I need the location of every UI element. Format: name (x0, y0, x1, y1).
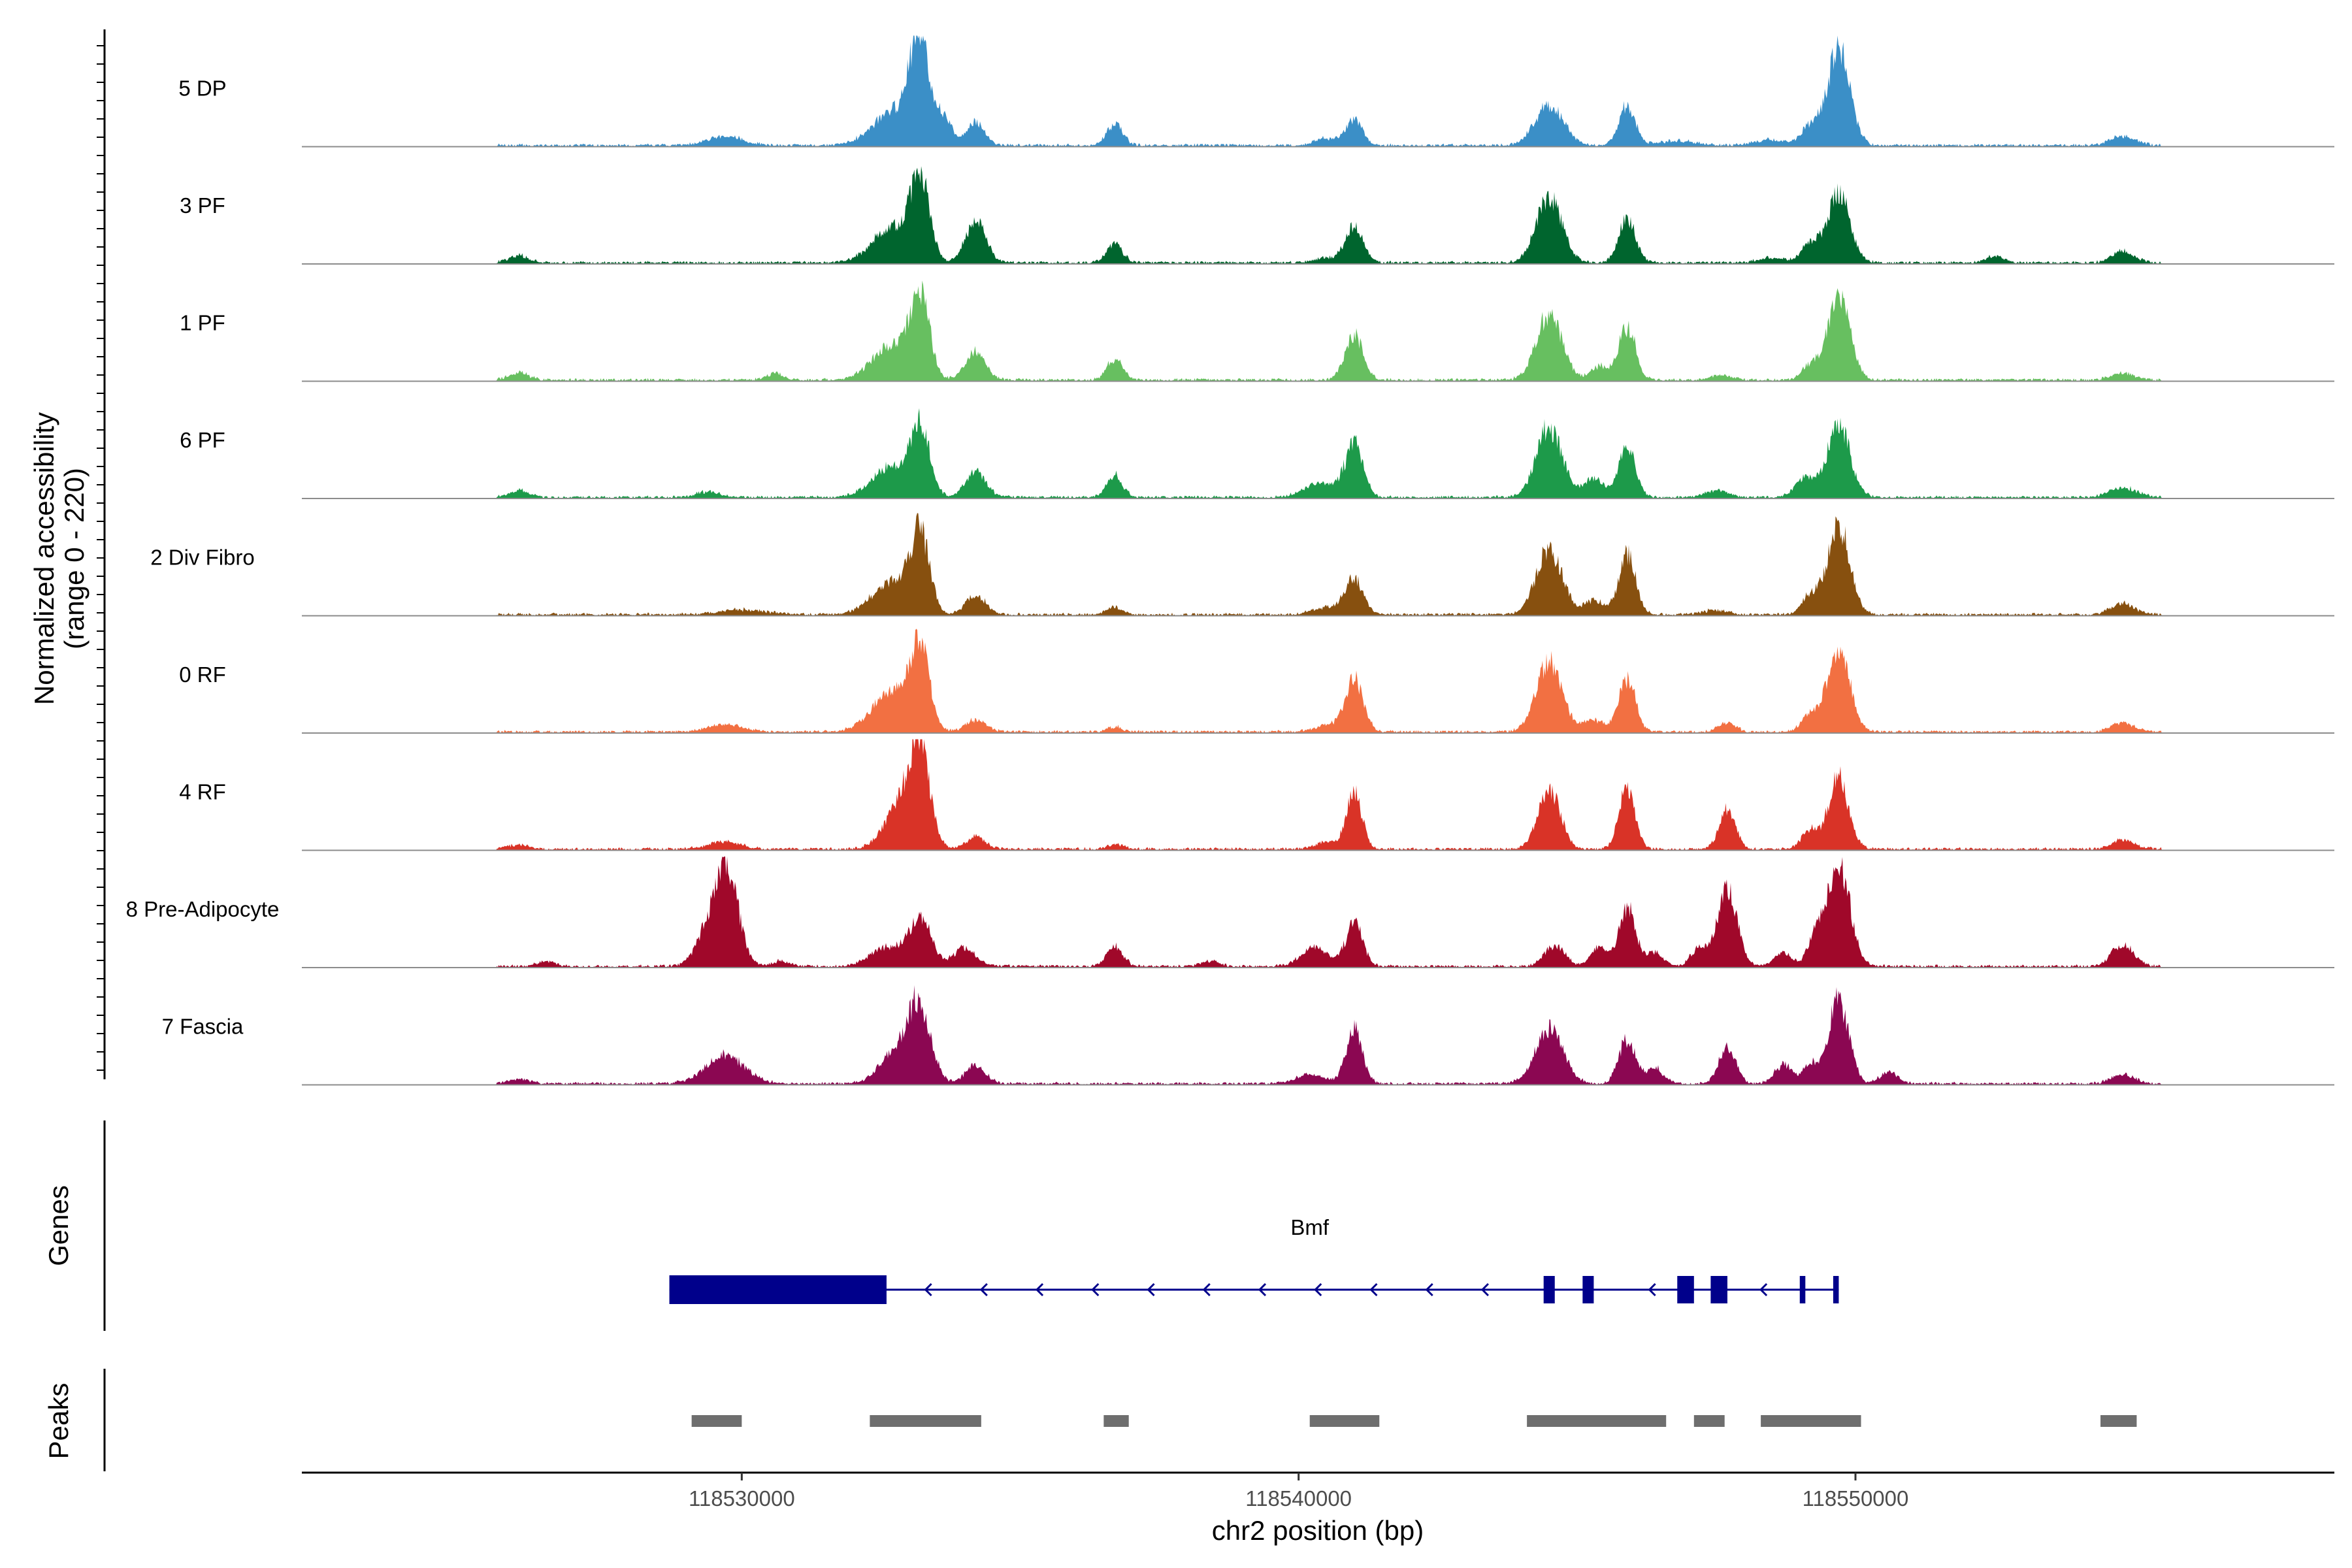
track-label: 8 Pre-Adipocyte (126, 897, 280, 921)
gene-strand-arrow (1648, 1282, 1656, 1297)
gene-strand-arrow (1314, 1282, 1322, 1297)
coverage-area (302, 408, 2334, 498)
gene-exon (669, 1275, 887, 1304)
gene-strand-arrow (1258, 1282, 1267, 1297)
track-label: 5 DP (178, 76, 226, 101)
track-label: 3 PF (180, 193, 225, 218)
gene-strand-arrow (1759, 1282, 1768, 1297)
coverage-y-axis-ticks (97, 45, 105, 1071)
gene-strand-arrow (1425, 1282, 1433, 1297)
gene-strand-arrow (1202, 1282, 1211, 1297)
gene-strand-arrow (924, 1282, 932, 1297)
track-label: 0 RF (179, 662, 226, 687)
track-3-pf: 3 PF (180, 166, 2334, 265)
peak-region (691, 1415, 742, 1427)
track-4-rf: 4 RF (179, 739, 2334, 851)
peak-region (1761, 1415, 1861, 1427)
peak-region (2100, 1415, 2137, 1427)
gene-strand-arrow (1369, 1282, 1378, 1297)
peak-region (1309, 1415, 1380, 1427)
gene-strand-arrow (979, 1282, 988, 1297)
gene-exon (1543, 1276, 1555, 1303)
gene-strand-arrow (1091, 1282, 1100, 1297)
x-tick-label: 118530000 (689, 1486, 795, 1511)
x-axis-ticks: 118530000 118540000 118550000 (689, 1473, 1908, 1511)
coverage-area (302, 985, 2334, 1085)
coverage-area (302, 739, 2334, 851)
track-6-pf: 6 PF (180, 408, 2334, 499)
y-axis-title-line1: Normalized accessibility (29, 412, 59, 705)
genes-panel-label: Genes (43, 1185, 74, 1266)
track-label: 2 Div Fibro (150, 546, 255, 570)
coverage-area (302, 513, 2334, 616)
track-7-fascia: 7 Fascia (162, 985, 2334, 1086)
track-0-rf: 0 RF (179, 629, 2334, 734)
peak-region (1527, 1415, 1667, 1427)
gene-exon (1710, 1276, 1727, 1303)
x-tick-label: 118540000 (1245, 1486, 1352, 1511)
gene-strand-arrow (1480, 1282, 1490, 1297)
track-label: 1 PF (180, 311, 225, 335)
gene-exon (1799, 1276, 1806, 1303)
gene-exon (1833, 1276, 1839, 1303)
x-axis-title: chr2 position (bp) (1212, 1515, 1424, 1546)
gene-strand-arrow (1035, 1282, 1044, 1297)
track-2-div-fibro: 2 Div Fibro (150, 513, 2334, 617)
gene-exon (1582, 1276, 1594, 1303)
gene-track: Bmf (669, 1215, 1839, 1304)
track-label: 7 Fascia (162, 1015, 244, 1039)
track-8-pre-adipocyte: 8 Pre-Adipocyte (126, 857, 2334, 968)
peak-region (870, 1415, 981, 1427)
coverage-area (302, 629, 2334, 733)
track-1-pf: 1 PF (180, 280, 2334, 382)
peak-regions-track (691, 1415, 2137, 1427)
gene-label: Bmf (1290, 1215, 1330, 1239)
peak-region (1693, 1415, 1725, 1427)
gene-exon (1677, 1276, 1694, 1303)
track-5-dp: 5 DP (178, 35, 2334, 148)
coverage-area (302, 35, 2334, 147)
coverage-area (302, 857, 2334, 968)
track-label: 4 RF (179, 780, 226, 804)
peaks-panel-label: Peaks (43, 1383, 74, 1460)
peak-region (1103, 1415, 1129, 1427)
gene-strand-arrow (1147, 1282, 1155, 1297)
track-label: 6 PF (180, 428, 225, 452)
coverage-tracks: 5 DP 3 PF 1 PF 6 PF 2 Div Fibro 0 RF 4 RF 8 Pre… (126, 35, 2334, 1086)
coverage-area (302, 280, 2334, 382)
x-tick-label: 118550000 (1803, 1486, 1909, 1511)
coverage-area (302, 166, 2334, 264)
y-axis-title-line2: (range 0 - 220) (59, 468, 90, 649)
